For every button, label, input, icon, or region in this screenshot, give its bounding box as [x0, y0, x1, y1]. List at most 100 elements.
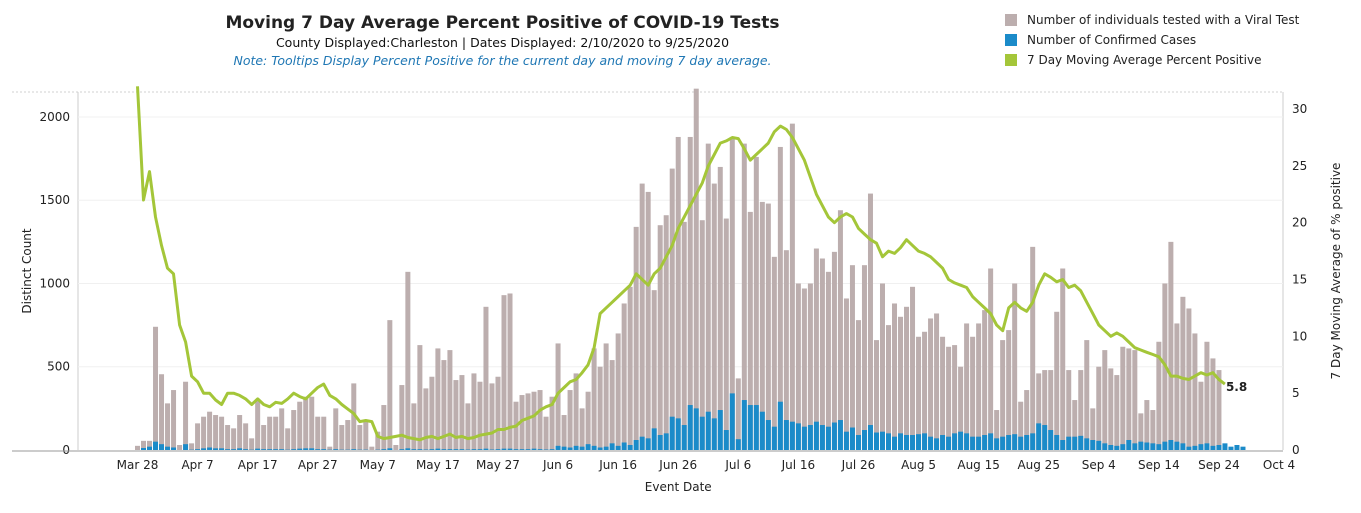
tested-bar: [207, 411, 213, 450]
legend-item-tested[interactable]: Number of individuals tested with a Vira…: [1005, 10, 1299, 30]
cases-bar: [946, 436, 952, 450]
cases-bar: [1036, 423, 1042, 450]
x-tick-label: Mar 28: [117, 458, 159, 472]
tested-bar: [405, 271, 411, 450]
tested-bar: [1168, 241, 1174, 450]
y2-tick-label: 15: [1292, 273, 1307, 287]
tested-bar: [910, 286, 916, 450]
tested-bar: [231, 428, 237, 450]
tested-bar: [183, 381, 189, 450]
cases-bar: [417, 449, 423, 450]
cases-bar: [1234, 445, 1240, 450]
x-tick-label: Aug 25: [1017, 458, 1060, 472]
cases-bar: [843, 431, 849, 450]
cases-bar: [1102, 443, 1108, 450]
cases-bar: [255, 448, 261, 450]
y-axis-title: Distinct Count: [20, 228, 34, 314]
tested-bar: [1060, 268, 1066, 450]
tested-bar: [747, 211, 753, 450]
cases-bar: [1174, 441, 1180, 450]
cases-bar: [621, 442, 627, 450]
cases-bar: [765, 420, 771, 450]
tested-bar: [681, 221, 687, 450]
cases-bar: [459, 449, 465, 450]
cases-bar: [952, 433, 958, 450]
tested-bar: [435, 348, 441, 450]
legend-swatch-tested: [1005, 14, 1017, 26]
tested-bar: [1198, 381, 1204, 450]
cases-bar: [435, 448, 441, 450]
cases-bar: [813, 421, 819, 450]
tested-bar: [1030, 246, 1036, 450]
tested-bar: [177, 445, 183, 450]
tested-bar: [237, 415, 243, 450]
tested-bar: [273, 416, 279, 450]
cases-bar: [531, 448, 537, 450]
cases-bar: [910, 435, 916, 450]
cases-bar: [195, 449, 201, 450]
legend-item-confirmed[interactable]: Number of Confirmed Cases: [1005, 30, 1299, 50]
tested-bar: [609, 360, 615, 450]
cases-bar: [898, 433, 904, 450]
x-tick-label: May 7: [360, 458, 396, 472]
tested-bar: [531, 391, 537, 450]
tested-bar: [369, 446, 375, 450]
cases-bar: [591, 445, 597, 450]
tested-bar: [339, 425, 345, 450]
tested-bar: [904, 306, 910, 450]
tested-bar: [345, 420, 351, 450]
cases-bar: [940, 435, 946, 450]
y2-tick-label: 5: [1292, 386, 1300, 400]
cases-bar: [627, 445, 633, 450]
cases-bar: [651, 428, 657, 450]
tested-bar: [771, 256, 777, 450]
cases-bar: [934, 438, 940, 450]
chart-title: Moving 7 Day Average Percent Positive of…: [225, 13, 780, 33]
cases-bar: [405, 448, 411, 450]
tested-bar: [363, 421, 369, 450]
cases-bar: [603, 446, 609, 450]
tested-bar: [447, 350, 453, 450]
cases-bar: [351, 449, 357, 450]
tested-bar: [892, 303, 898, 450]
cases-bar: [879, 431, 885, 450]
tested-bar: [1174, 323, 1180, 450]
tested-bar: [261, 425, 267, 450]
tested-bar: [321, 416, 327, 450]
cases-bar: [1126, 440, 1132, 450]
tested-bar: [687, 136, 693, 451]
cases-bar: [669, 416, 675, 450]
legend-item-moving-average[interactable]: 7 Day Moving Average Percent Positive: [1005, 50, 1299, 70]
moving-average-line: [136, 86, 1226, 442]
x-tick-label: Jun 6: [542, 458, 573, 472]
x-tick-label: May 27: [476, 458, 520, 472]
chart-note: Note: Tooltips Display Percent Positive …: [233, 53, 772, 68]
cases-bar: [741, 400, 747, 450]
tested-bar: [417, 345, 423, 450]
tested-bar: [855, 320, 861, 450]
tested-bar: [1120, 346, 1126, 450]
tested-bar: [988, 268, 994, 450]
cases-bar: [1006, 435, 1012, 450]
tested-bar: [729, 136, 735, 451]
tested-bar: [1048, 370, 1054, 450]
cases-bar: [892, 436, 898, 450]
cases-bar: [567, 447, 573, 450]
tested-bar: [1210, 358, 1216, 450]
cases-bar: [483, 448, 489, 450]
x-tick-label: Sep 14: [1138, 458, 1180, 472]
tested-bar: [1066, 370, 1072, 450]
cases-bar: [789, 421, 795, 450]
tested-bar: [765, 203, 771, 450]
cases-bar: [609, 443, 615, 450]
cases-bar: [1138, 441, 1144, 450]
cases-bar: [1162, 441, 1168, 450]
cases-bar: [183, 444, 189, 450]
tested-bar: [1084, 340, 1090, 450]
tested-bar: [657, 225, 663, 450]
cases-bar: [675, 418, 681, 450]
cases-bar: [916, 434, 922, 450]
x-tick-label: May 17: [416, 458, 460, 472]
cases-bar: [1090, 440, 1096, 450]
cases-bar: [1042, 425, 1048, 450]
